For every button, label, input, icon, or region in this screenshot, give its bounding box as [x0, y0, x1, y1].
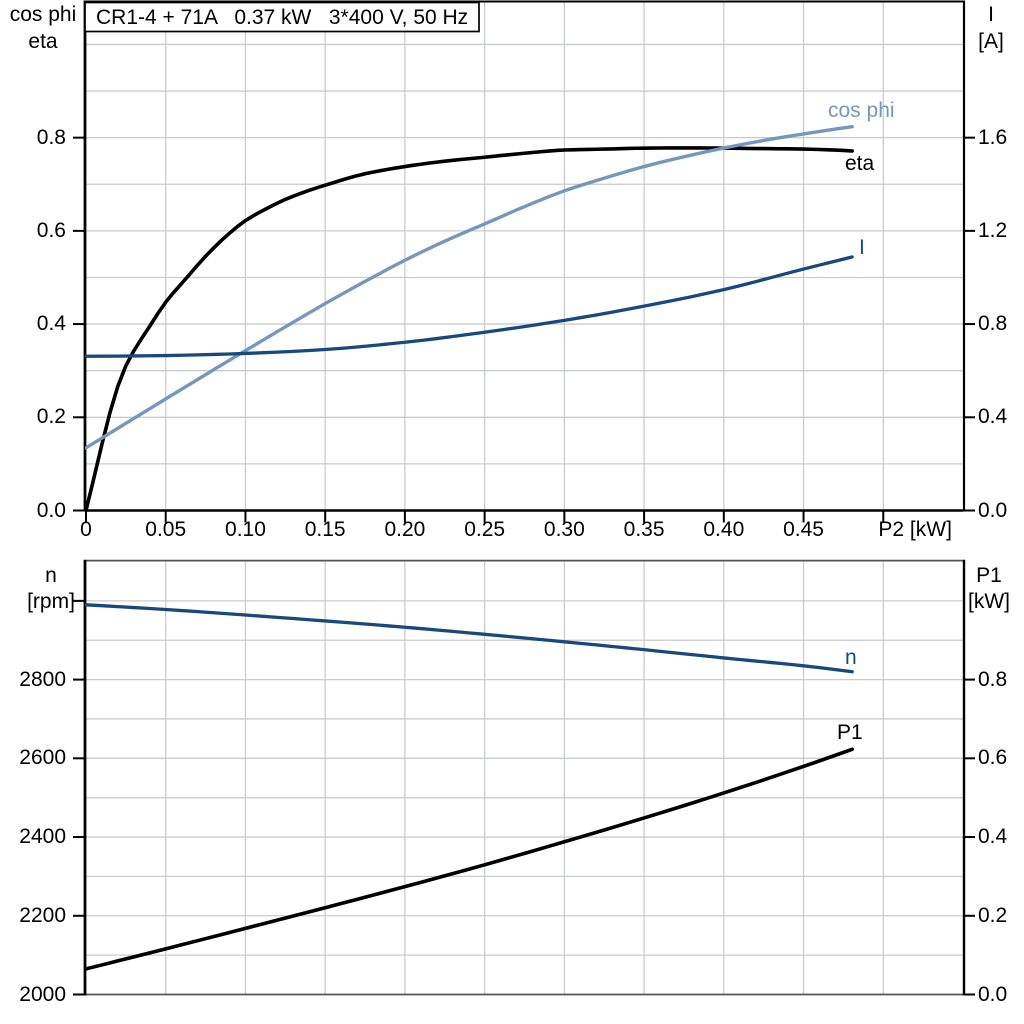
x-tick-label: 0.05	[145, 518, 187, 541]
top-left-axis-title-line2: eta	[28, 30, 58, 53]
x-tick-label: 0.30	[543, 518, 585, 541]
bottom-left-axis-title-line2: [rpm]	[27, 590, 75, 613]
x-tick-label: 0.15	[304, 518, 346, 541]
top-left-axis-title-line1: cos phi	[9, 3, 77, 26]
y-left-tick-label: 0.4	[36, 312, 66, 336]
x-tick-label: 0.40	[703, 518, 745, 541]
x-axis-unit-label: P2 [kW]	[878, 518, 952, 541]
y-left-tick-label: 0.2	[36, 405, 66, 429]
y-right-tick-label: 1.6	[978, 125, 1008, 149]
y-right-tick-label: 0.8	[978, 667, 1008, 691]
y-left-tick-label: 2200	[19, 903, 66, 927]
cos-phi-curve	[85, 125, 854, 450]
y-right-tick-label: 1.2	[978, 218, 1008, 242]
bottom-right-axis-title-line2: [kW]	[968, 590, 1010, 613]
cos-phi-curve-label: cos phi	[828, 99, 895, 122]
x-tick-label: 0.20	[384, 518, 426, 541]
x-tick-label: 0	[80, 518, 92, 541]
P1-curve	[85, 747, 854, 971]
y-right-tick-label: 0.0	[978, 498, 1008, 522]
n-curve-label: n	[845, 646, 857, 669]
y-left-tick-label: 2600	[19, 746, 66, 770]
P1-curve-label: P1	[837, 721, 863, 744]
chart-title: CR1-4 + 71A 0.37 kW 3*400 V, 50 Hz	[96, 6, 469, 29]
y-left-tick-label: 2000	[19, 982, 66, 1006]
y-right-tick-label: 0.2	[978, 903, 1008, 927]
top-right-axis-title-line2: [A]	[978, 30, 1004, 53]
x-tick-label: 0.10	[225, 518, 266, 541]
title-box	[84, 1, 480, 33]
top-right-axis-title-line1: I	[988, 3, 994, 26]
y-right-tick-label: 0.0	[978, 982, 1008, 1006]
y-left-tick-label: 0.0	[36, 498, 66, 522]
y-right-tick-label: 0.4	[978, 405, 1008, 429]
n-curve	[85, 603, 854, 674]
y-right-tick-label: 0.6	[978, 746, 1008, 770]
y-left-tick-label: 2400	[19, 825, 66, 849]
bottom-right-axis-title-line1: P1	[976, 564, 1002, 587]
y-right-tick-label: 0.8	[978, 312, 1008, 336]
x-tick-label: 0.25	[464, 518, 506, 541]
I-curve-label: I	[859, 236, 865, 259]
x-tick-label: 0.45	[783, 518, 824, 541]
y-left-tick-label: 0.8	[36, 125, 66, 149]
bottom-left-axis-title-line1: n	[45, 564, 57, 587]
I-curve	[85, 255, 854, 358]
x-tick-label: 0.35	[623, 518, 665, 541]
y-left-tick-label: 0.6	[36, 218, 66, 242]
y-left-tick-label: 2800	[19, 667, 66, 691]
eta-curve	[85, 146, 854, 513]
y-right-tick-label: 0.4	[978, 825, 1008, 849]
eta-curve-label: eta	[845, 152, 875, 175]
